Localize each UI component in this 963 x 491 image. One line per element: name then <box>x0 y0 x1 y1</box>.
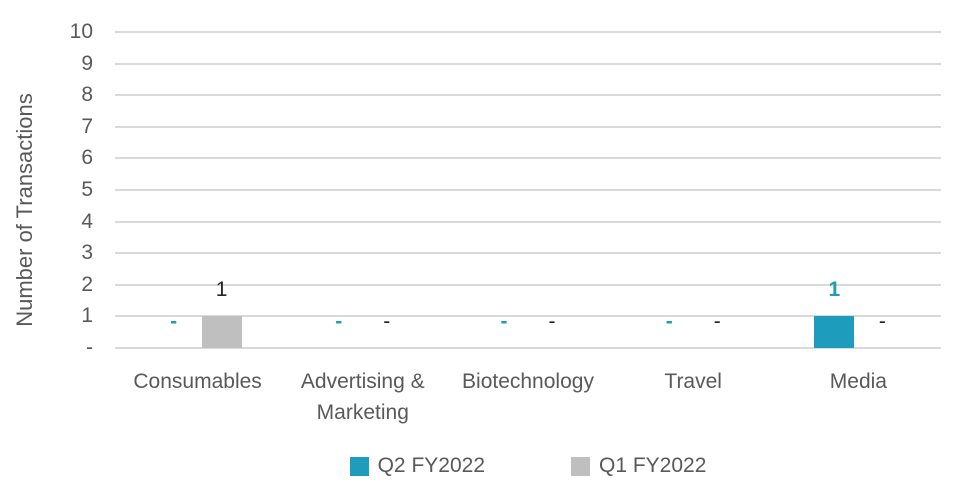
chart-legend: Q2 FY2022 Q1 FY2022 <box>115 454 941 478</box>
y-tick-label: 8 <box>81 83 93 107</box>
gridline <box>115 315 941 318</box>
y-tick-label: 3 <box>81 241 93 265</box>
data-label: - <box>383 310 391 333</box>
gridline <box>115 94 941 97</box>
legend-label: Q1 FY2022 <box>599 454 707 477</box>
data-label: - <box>665 310 673 333</box>
data-label: - <box>170 310 178 333</box>
y-tick-label: 1 <box>81 304 93 328</box>
data-label: - <box>713 310 721 333</box>
gridline <box>115 347 941 349</box>
legend-swatch <box>349 456 369 476</box>
legend-label: Q2 FY2022 <box>377 454 485 477</box>
gridline <box>115 189 941 191</box>
category-label: Travel <box>664 370 722 393</box>
y-tick-label: 10 <box>69 20 93 43</box>
gridline <box>115 252 941 255</box>
gridline <box>115 62 941 65</box>
gridline <box>115 220 941 223</box>
y-tick-label: 5 <box>81 178 93 201</box>
data-label: - <box>548 310 556 333</box>
y-tick-label: 9 <box>81 51 93 75</box>
data-label: 1 <box>215 278 228 302</box>
legend-item[interactable]: Q1 FY2022 <box>571 454 706 478</box>
category-label: Consumables <box>133 370 262 393</box>
gridline <box>115 31 941 33</box>
bar-q2-fy2022[interactable] <box>814 316 855 348</box>
data-label: - <box>335 310 343 333</box>
category-label: Media <box>829 370 887 393</box>
legend-item[interactable]: Q2 FY2022 <box>349 454 485 478</box>
category-label: Advertising & Marketing <box>300 370 425 424</box>
data-label: - <box>500 310 508 333</box>
y-tick-label: - <box>86 336 93 359</box>
gridline <box>115 125 941 128</box>
gridline <box>115 283 941 286</box>
y-tick-label: 6 <box>81 146 93 170</box>
bar-q1-fy2022[interactable] <box>201 316 242 348</box>
data-label: 1 <box>828 278 841 302</box>
y-tick-label: 4 <box>81 209 93 233</box>
data-label: - <box>878 310 886 333</box>
y-tick-label: 7 <box>81 114 93 138</box>
y-tick-label: 2 <box>81 272 93 296</box>
legend-swatch <box>571 456 590 476</box>
category-label: Biotechnology <box>462 370 594 393</box>
gridline <box>115 157 941 160</box>
